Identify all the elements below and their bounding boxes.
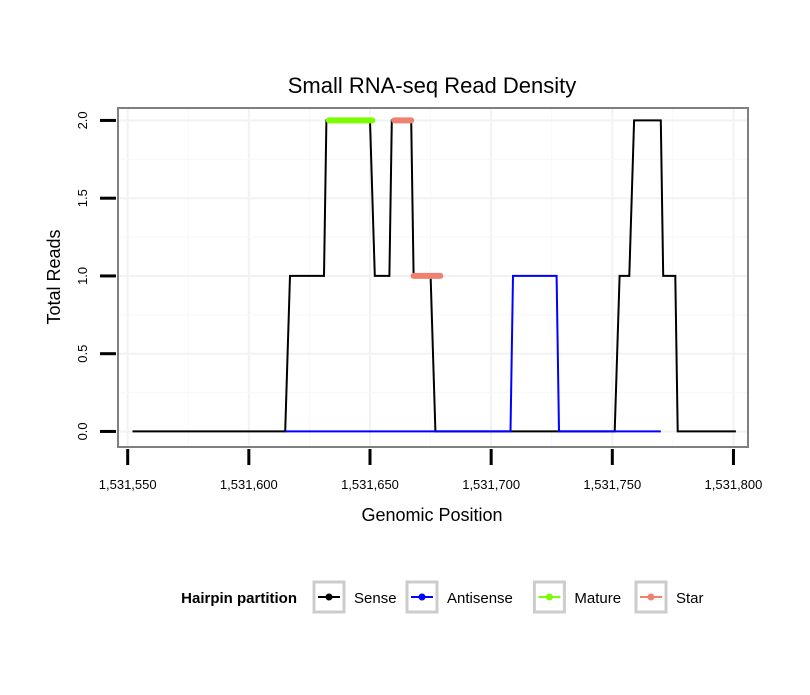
x-axis-label: Genomic Position [361, 505, 502, 525]
y-tick-label: 2.0 [75, 111, 90, 129]
legend-item-antisense: Antisense [405, 580, 513, 614]
y-tick-label: 1.0 [75, 267, 90, 285]
x-tick-label: 1,531,800 [705, 477, 763, 492]
series-line-antisense [285, 274, 661, 433]
legend-label: Sense [354, 590, 397, 607]
legend-title: Hairpin partition [181, 590, 297, 607]
x-tick-label: 1,531,700 [462, 477, 520, 492]
legend: Hairpin partition Sense Antisense Mature St… [181, 580, 704, 614]
legend-item-sense: Sense [312, 580, 397, 614]
legend-item-mature: Mature [532, 580, 621, 614]
legend-key-point [647, 593, 655, 601]
chart-title: Small RNA-seq Read Density [288, 73, 577, 98]
legend-key-point [325, 593, 333, 601]
legend-key-point [418, 593, 426, 601]
x-tick-label: 1,531,550 [99, 477, 157, 492]
x-tick-label: 1,531,650 [341, 477, 399, 492]
y-axis-label: Total Reads [44, 229, 64, 324]
legend-label: Antisense [447, 590, 513, 607]
legend-label: Star [676, 590, 704, 607]
x-tick-label: 1,531,750 [583, 477, 641, 492]
legend-key-point [545, 593, 553, 601]
x-tick-label: 1,531,600 [220, 477, 278, 492]
y-tick-label: 0.0 [75, 422, 90, 440]
y-tick-label: 0.5 [75, 345, 90, 363]
y-tick-label: 1.5 [75, 189, 90, 207]
panel-border [117, 107, 749, 448]
legend-item-star: Star [634, 580, 704, 614]
legend-label: Mature [574, 590, 621, 607]
